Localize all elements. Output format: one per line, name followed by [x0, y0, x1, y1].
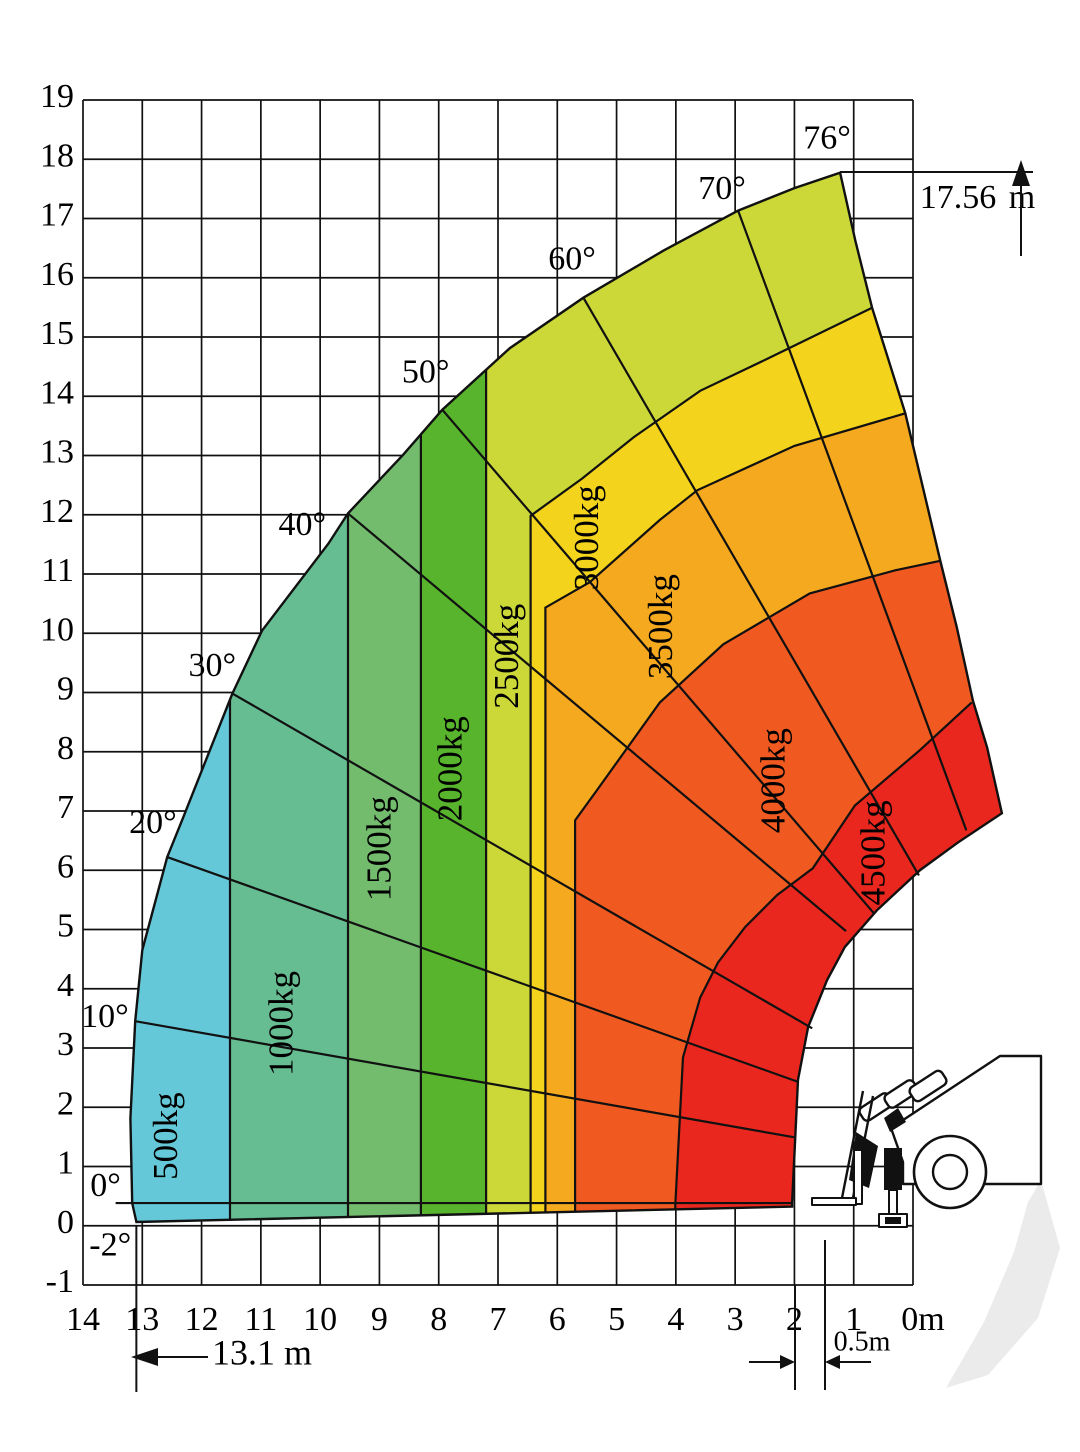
label: 0	[57, 1204, 74, 1241]
boom-section	[908, 1069, 948, 1103]
label: 9	[57, 671, 74, 708]
label: 11	[244, 1301, 277, 1338]
stabilizer-cylinder	[884, 1148, 902, 1190]
angle-line-60deg	[582, 297, 920, 876]
label: 1000kg	[262, 971, 301, 1076]
label: 14	[66, 1301, 100, 1338]
angle-line-10deg	[134, 1020, 795, 1139]
machine-part	[811, 1197, 857, 1206]
zone-boundary	[529, 306, 873, 1223]
label: 5	[57, 908, 74, 945]
label: 17.56	[920, 179, 997, 216]
label: 60°	[548, 240, 596, 277]
zone-labels: 500kg 1000kg 1500kg 2000kg 2500kg 3000kg 3500k…	[146, 485, 892, 1180]
label: 15	[40, 315, 74, 352]
stabilizer-pad	[885, 1217, 901, 1224]
label: 12	[185, 1301, 219, 1338]
label: 2000kg	[431, 716, 470, 821]
label: 70°	[698, 170, 746, 207]
left-arrow-icon	[825, 1355, 840, 1369]
zone-boundary	[674, 701, 973, 1223]
annotations: 17.56m13.1 m0.5m	[131, 160, 1035, 1392]
label: 13	[40, 434, 74, 471]
label: 10	[40, 611, 74, 648]
angle-labels: -2° 0° 10° 20° 30° 40° 50° 60° 70° 76°	[81, 120, 851, 1264]
shadow-swoosh	[946, 1180, 1060, 1388]
right-arrow-icon	[780, 1355, 795, 1369]
label: 5	[608, 1301, 625, 1338]
label: 76°	[803, 120, 851, 157]
machine-part	[853, 1149, 863, 1205]
label: 4	[57, 967, 74, 1004]
label: 4000kg	[754, 728, 793, 833]
label: 8	[57, 730, 74, 767]
label: 18	[40, 137, 74, 174]
label: 4	[667, 1301, 684, 1338]
label: 8	[430, 1301, 447, 1338]
zone-boundary	[544, 412, 906, 1223]
left-arrow-icon	[131, 1348, 158, 1366]
angle-line-20deg	[166, 856, 798, 1083]
label: 0.5m	[834, 1326, 891, 1357]
label: 7	[490, 1301, 507, 1338]
label: 30°	[188, 647, 236, 684]
telehandler-illustration	[811, 1054, 1043, 1228]
label: 2	[57, 1085, 74, 1122]
label: 6	[57, 848, 74, 885]
label: 17	[40, 197, 74, 234]
label: -2°	[89, 1226, 131, 1263]
label: 9	[371, 1301, 388, 1338]
label: 20°	[129, 804, 177, 841]
label: 50°	[402, 354, 450, 391]
angle-line-40deg	[347, 512, 847, 932]
angle-line-30deg	[231, 692, 813, 1030]
label: 4500kg	[853, 800, 892, 905]
label: 3500kg	[641, 574, 680, 679]
label: 11	[41, 552, 74, 589]
label: 3	[57, 1026, 74, 1063]
label: 13.1 m	[212, 1332, 312, 1372]
angle-line-70deg	[737, 210, 968, 831]
label: 1	[57, 1145, 74, 1182]
label: 500kg	[146, 1092, 185, 1180]
linkage	[884, 1108, 906, 1132]
label: 0°	[90, 1167, 121, 1204]
label: 7	[57, 789, 74, 826]
label: 14	[40, 374, 74, 411]
label: 3000kg	[567, 485, 606, 590]
label: 16	[40, 256, 74, 293]
label: 2500kg	[487, 604, 526, 709]
zone-boundaries	[228, 306, 973, 1223]
angle-line-50deg	[441, 409, 876, 915]
label: 40°	[279, 506, 327, 543]
label: 10°	[81, 998, 129, 1035]
label: 3	[727, 1301, 744, 1338]
wheel-hub	[931, 1153, 969, 1191]
label: 10	[303, 1301, 337, 1338]
machine-part	[840, 1090, 865, 1199]
label: 1500kg	[359, 796, 398, 901]
label: 12	[40, 493, 74, 530]
capacity-zones	[130, 172, 1002, 1223]
up-arrow-icon	[1012, 160, 1030, 186]
label: 6	[549, 1301, 566, 1338]
machine-part	[888, 1189, 898, 1217]
label: -1	[46, 1263, 74, 1300]
label: 0m	[901, 1301, 944, 1338]
label: 13	[125, 1301, 159, 1338]
zone-boundary	[573, 559, 941, 1223]
boom-angle-lines	[115, 210, 968, 1205]
label: 1	[845, 1301, 862, 1338]
label: 19	[40, 78, 74, 115]
